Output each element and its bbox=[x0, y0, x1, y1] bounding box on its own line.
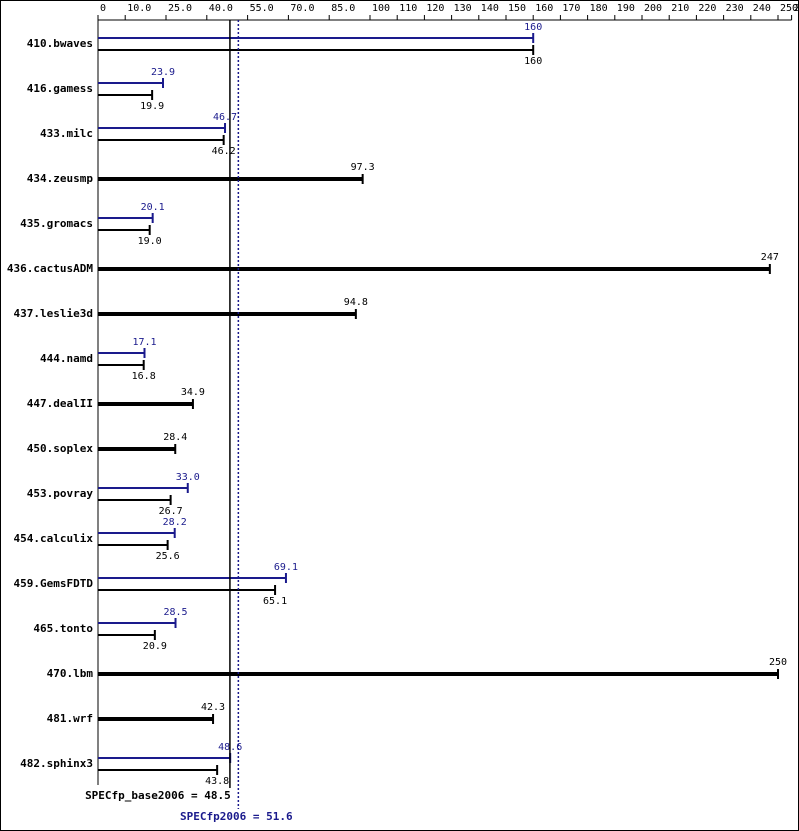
x-tick-label: 180 bbox=[590, 3, 608, 14]
value-label: 160 bbox=[524, 56, 542, 67]
benchmark-label: 447.dealII bbox=[27, 397, 93, 410]
x-tick-label: 85.0 bbox=[331, 3, 355, 14]
x-tick-label: 170 bbox=[562, 3, 580, 14]
benchmark-label: 470.lbm bbox=[47, 667, 94, 680]
value-label: 25.6 bbox=[156, 551, 180, 562]
benchmark-label: 416.gamess bbox=[27, 82, 93, 95]
x-tick-label: 0 bbox=[100, 3, 106, 14]
value-label: 26.7 bbox=[159, 506, 183, 517]
benchmark-label: 450.soplex bbox=[27, 442, 94, 455]
value-label: 46.7 bbox=[213, 112, 237, 123]
value-label: 16.8 bbox=[132, 371, 156, 382]
x-tick-label: 160 bbox=[535, 3, 553, 14]
x-tick-label: 130 bbox=[454, 3, 472, 14]
benchmark-label: 435.gromacs bbox=[20, 217, 93, 230]
value-label: 19.0 bbox=[138, 236, 162, 247]
benchmark-label: 482.sphinx3 bbox=[20, 757, 93, 770]
x-tick-label: 200 bbox=[644, 3, 662, 14]
value-label: 42.3 bbox=[201, 702, 225, 713]
value-label: 17.1 bbox=[132, 337, 156, 348]
x-tick-label: 250 bbox=[780, 3, 798, 14]
summary-label: SPECfp_base2006 = 48.5 bbox=[85, 789, 231, 802]
x-tick-label: 120 bbox=[426, 3, 444, 14]
benchmark-label: 465.tonto bbox=[33, 622, 93, 635]
benchmark-label: 454.calculix bbox=[14, 532, 94, 545]
x-tick-label: 10.0 bbox=[127, 3, 151, 14]
benchmark-label: 433.milc bbox=[40, 127, 93, 140]
x-tick-label: 150 bbox=[508, 3, 526, 14]
x-tick-label: 100 bbox=[372, 3, 390, 14]
value-label: 28.2 bbox=[163, 517, 187, 528]
value-label: 160 bbox=[524, 22, 542, 33]
value-label: 20.1 bbox=[141, 202, 165, 213]
x-tick-label: 110 bbox=[399, 3, 417, 14]
x-tick-label: 140 bbox=[481, 3, 499, 14]
value-label: 46.2 bbox=[212, 146, 236, 157]
x-tick-label: 230 bbox=[726, 3, 744, 14]
value-label: 28.5 bbox=[163, 607, 187, 618]
x-tick-label: 255 bbox=[794, 3, 799, 14]
benchmark-label: 410.bwaves bbox=[27, 37, 93, 50]
benchmark-label: 437.leslie3d bbox=[14, 307, 93, 320]
value-label: 250 bbox=[769, 657, 787, 668]
benchmark-label: 434.zeusmp bbox=[27, 172, 94, 185]
benchmark-label: 481.wrf bbox=[47, 712, 93, 725]
value-label: 34.9 bbox=[181, 387, 205, 398]
value-label: 65.1 bbox=[263, 596, 287, 607]
value-label: 94.8 bbox=[344, 297, 368, 308]
value-label: 97.3 bbox=[351, 162, 375, 173]
value-label: 28.4 bbox=[163, 432, 187, 443]
value-label: 23.9 bbox=[151, 67, 175, 78]
benchmark-label: 436.cactusADM bbox=[7, 262, 93, 275]
benchmark-label: 459.GemsFDTD bbox=[14, 577, 94, 590]
benchmark-label: 453.povray bbox=[27, 487, 94, 500]
x-tick-label: 190 bbox=[617, 3, 635, 14]
x-tick-label: 210 bbox=[671, 3, 689, 14]
value-label: 69.1 bbox=[274, 562, 298, 573]
value-label: 19.9 bbox=[140, 101, 164, 112]
value-label: 247 bbox=[761, 252, 779, 263]
x-tick-label: 70.0 bbox=[290, 3, 314, 14]
x-tick-label: 220 bbox=[698, 3, 716, 14]
value-label: 43.8 bbox=[205, 776, 229, 787]
x-tick-label: 55.0 bbox=[250, 3, 274, 14]
x-tick-label: 240 bbox=[753, 3, 771, 14]
summary-label: SPECfp2006 = 51.6 bbox=[180, 810, 293, 823]
benchmark-label: 444.namd bbox=[40, 352, 93, 365]
value-label: 33.0 bbox=[176, 472, 200, 483]
x-tick-label: 25.0 bbox=[168, 3, 192, 14]
x-tick-label: 40.0 bbox=[209, 3, 233, 14]
value-label: 20.9 bbox=[143, 641, 167, 652]
